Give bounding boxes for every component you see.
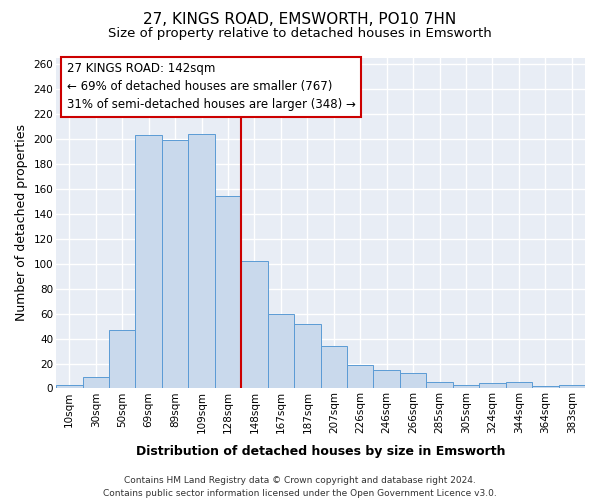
Text: 27, KINGS ROAD, EMSWORTH, PO10 7HN: 27, KINGS ROAD, EMSWORTH, PO10 7HN	[143, 12, 457, 28]
Bar	[479, 384, 506, 388]
Text: 27 KINGS ROAD: 142sqm
← 69% of detached houses are smaller (767)
31% of semi-det: 27 KINGS ROAD: 142sqm ← 69% of detached …	[67, 62, 356, 112]
Bar	[109, 330, 136, 388]
Bar	[83, 377, 109, 388]
Bar	[453, 384, 479, 388]
Bar	[427, 382, 453, 388]
Bar	[215, 196, 241, 388]
Bar	[294, 324, 320, 388]
Bar	[559, 384, 585, 388]
Text: Size of property relative to detached houses in Emsworth: Size of property relative to detached ho…	[108, 28, 492, 40]
Text: Contains HM Land Registry data © Crown copyright and database right 2024.
Contai: Contains HM Land Registry data © Crown c…	[103, 476, 497, 498]
Bar	[268, 314, 294, 388]
X-axis label: Distribution of detached houses by size in Emsworth: Distribution of detached houses by size …	[136, 444, 505, 458]
Bar	[136, 135, 162, 388]
Bar	[373, 370, 400, 388]
Bar	[188, 134, 215, 388]
Bar	[347, 365, 373, 388]
Bar	[320, 346, 347, 389]
Bar	[400, 374, 427, 388]
Bar	[506, 382, 532, 388]
Bar	[241, 261, 268, 388]
Y-axis label: Number of detached properties: Number of detached properties	[15, 124, 28, 322]
Bar	[162, 140, 188, 388]
Bar	[532, 386, 559, 388]
Bar	[56, 384, 83, 388]
